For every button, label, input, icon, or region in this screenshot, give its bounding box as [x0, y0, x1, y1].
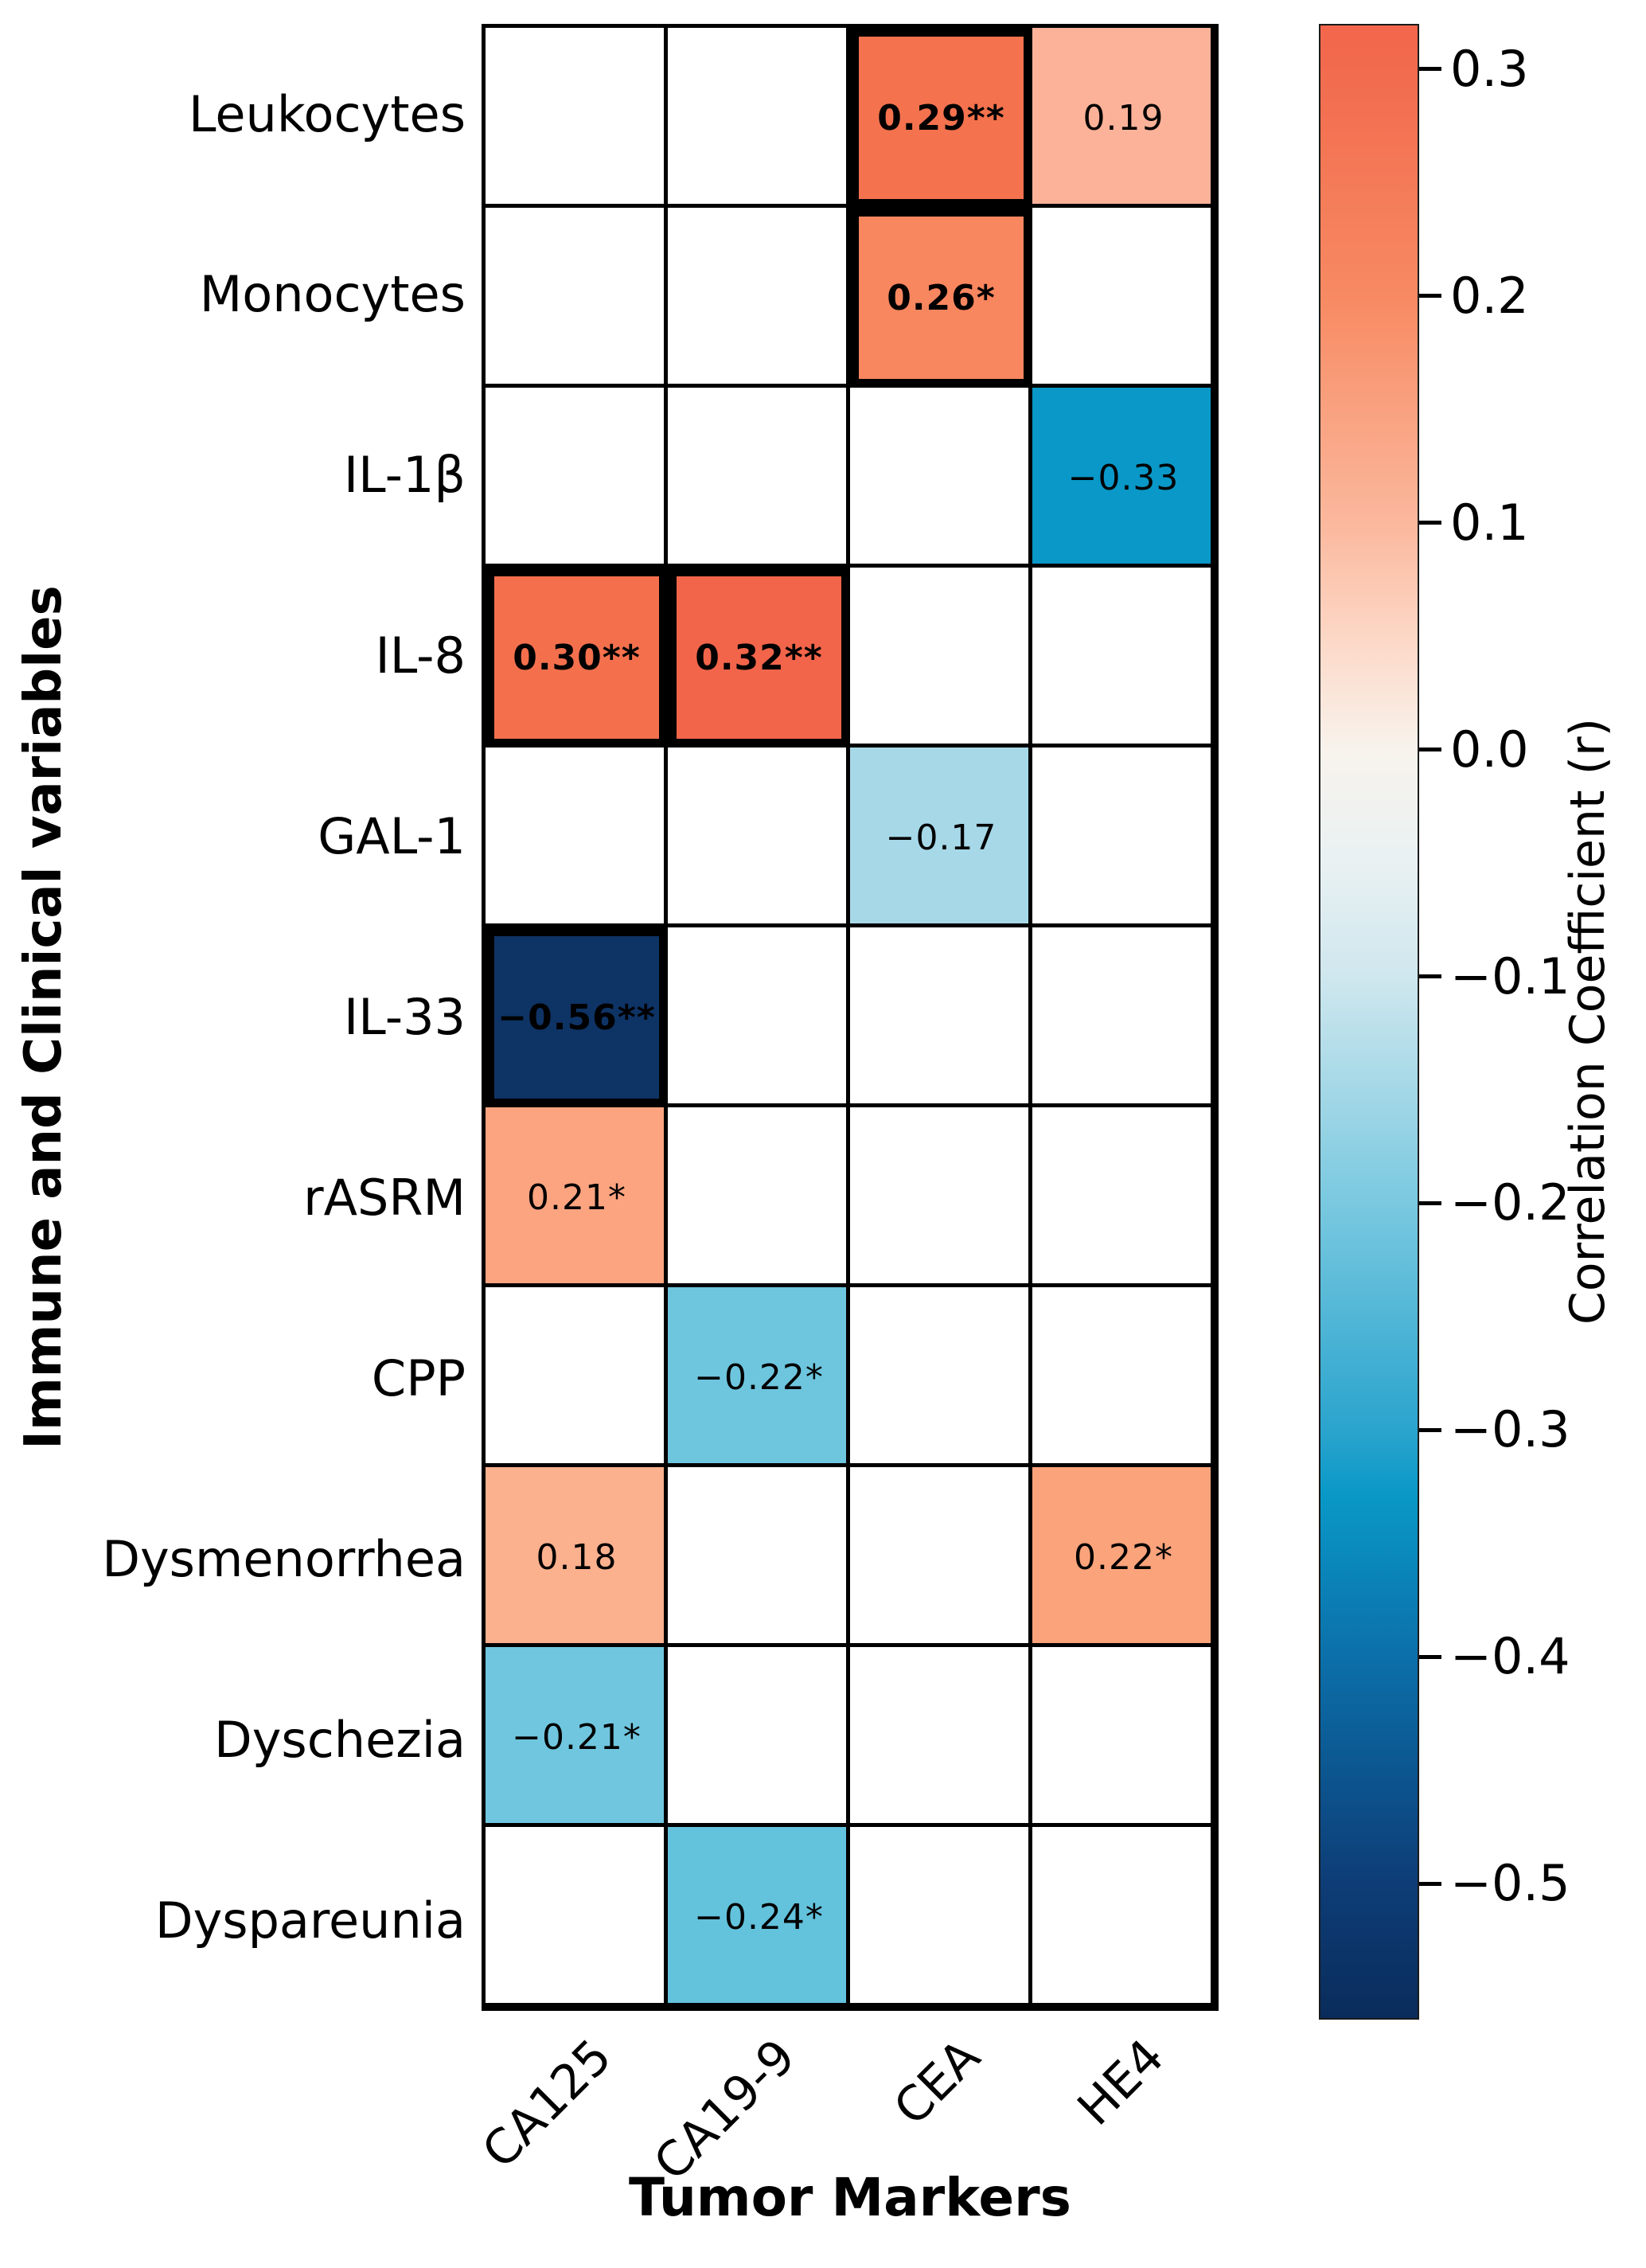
- heatmap-cell: 0.26*: [850, 208, 1032, 388]
- row-label: CPP: [371, 1349, 466, 1407]
- heatmap-cell: [1032, 1647, 1215, 1827]
- row-label: GAL-1: [318, 807, 466, 866]
- colorbar-label: Correlation Coefficient (r): [1560, 717, 1616, 1325]
- heatmap-cell: [486, 208, 668, 388]
- colorbar-tick: [1419, 974, 1441, 979]
- colorbar-tick: [1419, 1200, 1441, 1205]
- colorbar-tick-label: −0.2: [1450, 1173, 1570, 1232]
- colorbar-tick-label: −0.4: [1450, 1627, 1570, 1686]
- colorbar-tick-label: −0.1: [1450, 947, 1570, 1005]
- heatmap-cell: [668, 208, 850, 388]
- colorbar-tick: [1419, 1427, 1441, 1432]
- heatmap-cell: [486, 748, 668, 927]
- row-label: Dysmenorrhea: [102, 1529, 466, 1588]
- heatmap-cell: [486, 1827, 668, 2007]
- colorbar-tick: [1419, 521, 1441, 525]
- heatmap-cell: [850, 1287, 1032, 1467]
- heatmap-cell: [668, 28, 850, 208]
- row-label: IL-8: [375, 627, 466, 685]
- heatmap-cell: [668, 748, 850, 927]
- row-label: Dyspareunia: [154, 1891, 466, 1950]
- cell-value: −0.17: [885, 817, 997, 858]
- cell-value: −0.21*: [512, 1716, 642, 1758]
- cell-value: 0.21*: [527, 1177, 626, 1218]
- heatmap-cell: −0.21*: [486, 1647, 668, 1827]
- colorbar-tick: [1419, 1881, 1441, 1886]
- x-axis-title: Tumor Markers: [629, 2167, 1071, 2228]
- cell-value: 0.30**: [513, 637, 641, 678]
- heatmap-cell: 0.21*: [486, 1107, 668, 1287]
- colorbar-tick-label: 0.0: [1450, 720, 1529, 779]
- colorbar-tick-label: 0.3: [1450, 39, 1529, 98]
- heatmap-cell: 0.30**: [486, 568, 668, 748]
- heatmap-cell: 0.22*: [1032, 1467, 1215, 1647]
- colorbar-tick: [1419, 67, 1441, 72]
- colorbar-tick: [1419, 1654, 1441, 1659]
- row-label: IL-33: [343, 988, 466, 1047]
- heatmap-cell: [668, 1647, 850, 1827]
- colorbar-tick-label: −0.3: [1450, 1400, 1570, 1459]
- heatmap-cell: [486, 28, 668, 208]
- heatmap-cell: [1032, 208, 1215, 388]
- heatmap-cell: −0.33: [1032, 388, 1215, 568]
- heatmap-cell: 0.19: [1032, 28, 1215, 208]
- cell-value: 0.26*: [887, 277, 996, 318]
- heatmap-cell: [850, 1647, 1032, 1827]
- y-axis-title: Immune and Clinical variables: [14, 585, 73, 1450]
- cell-value: −0.22*: [694, 1357, 824, 1398]
- heatmap-cell: [1032, 568, 1215, 748]
- heatmap-cell: 0.32**: [668, 568, 850, 748]
- heatmap-grid: 0.29** 0.19 0.26* −0.33 0.30** 0.32** −0.17 −0.…: [482, 24, 1219, 2011]
- heatmap-cell: −0.56**: [486, 927, 668, 1107]
- heatmap-cell: −0.17: [850, 748, 1032, 927]
- row-label: IL-1β: [343, 446, 466, 505]
- heatmap-cell: [486, 388, 668, 568]
- heatmap-cell: [850, 927, 1032, 1107]
- heatmap-cell: [850, 1827, 1032, 2007]
- cell-value: −0.33: [1067, 457, 1180, 498]
- heatmap-cell: [1032, 1827, 1215, 2007]
- heatmap-cell: [668, 927, 850, 1107]
- heatmap-cell: [1032, 1107, 1215, 1287]
- cell-value: 0.32**: [695, 637, 823, 678]
- cell-value: −0.24*: [694, 1896, 824, 1938]
- cell-value: 0.22*: [1074, 1536, 1173, 1578]
- heatmap-cell: −0.22*: [668, 1287, 850, 1467]
- heatmap-cell: [668, 1467, 850, 1647]
- colorbar-tick-label: 0.1: [1450, 493, 1529, 552]
- heatmap-cell: 0.29**: [850, 28, 1032, 208]
- cell-value: −0.56**: [497, 997, 656, 1038]
- heatmap-cell: [1032, 748, 1215, 927]
- heatmap-cell: [850, 568, 1032, 748]
- colorbar: [1319, 24, 1419, 2020]
- heatmap-cell: [1032, 1287, 1215, 1467]
- heatmap-cell: [486, 1287, 668, 1467]
- heatmap-cell: 0.18: [486, 1467, 668, 1647]
- cell-value: 0.29**: [877, 97, 1005, 139]
- heatmap-cell: [850, 1467, 1032, 1647]
- row-label: Leukocytes: [188, 84, 466, 143]
- heatmap-cell: −0.24*: [668, 1827, 850, 2007]
- colorbar-tick: [1419, 748, 1441, 752]
- colorbar-tick-label: −0.5: [1450, 1854, 1570, 1913]
- heatmap-cell: [1032, 927, 1215, 1107]
- cell-value: 0.18: [536, 1536, 618, 1578]
- heatmap-cell: [668, 388, 850, 568]
- colorbar-tick-label: 0.2: [1450, 266, 1529, 325]
- heatmap-cell: [850, 1107, 1032, 1287]
- heatmap-cell: [850, 388, 1032, 568]
- row-label: Monocytes: [199, 265, 466, 324]
- cell-value: 0.19: [1082, 97, 1164, 139]
- heatmap-cell: [668, 1107, 850, 1287]
- row-label: rASRM: [303, 1168, 466, 1227]
- row-label: Dyschezia: [213, 1710, 466, 1769]
- colorbar-tick: [1419, 294, 1441, 299]
